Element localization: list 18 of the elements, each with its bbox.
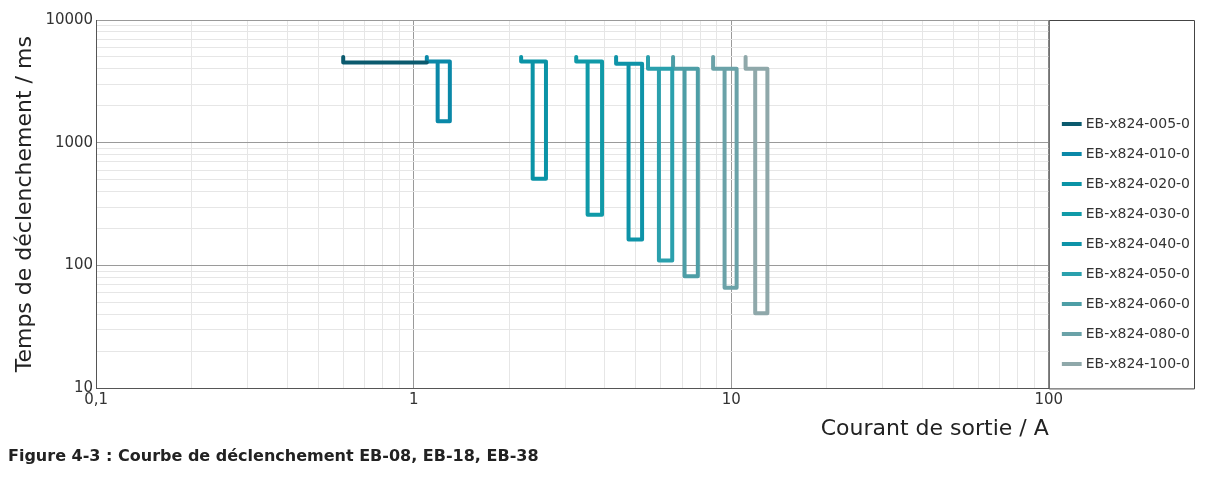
x-tick-label: 100 (1034, 390, 1064, 409)
x-tick-label: 1 (408, 390, 419, 409)
y-tick-label: 1000 (54, 132, 94, 151)
legend-label: EB-x824-020-0 (1085, 174, 1191, 191)
x-axis-title: Courant de sortie / A (820, 415, 1049, 441)
legend-label: EB-x824-050-0 (1085, 264, 1191, 281)
x-tick-label: 10 (721, 390, 741, 409)
text: Figure 4-3 : Courbe de déclenchement EB-08, EB-18, EB-38 (8, 445, 539, 465)
legend-label: EB-x824-005-0 (1085, 114, 1191, 131)
y-axis-title: Temps de déclenchement / ms (10, 36, 36, 374)
legend-label: EB-x824-100-0 (1085, 354, 1191, 371)
legend-label: EB-x824-010-0 (1085, 144, 1191, 161)
legend-label: EB-x824-060-0 (1085, 294, 1191, 311)
legend-label: EB-x824-080-0 (1085, 324, 1191, 341)
y-tick-label: 10000 (45, 9, 94, 28)
legend-label: EB-x824-030-0 (1085, 204, 1191, 221)
legend-label: EB-x824-040-0 (1085, 234, 1191, 251)
y-tick-label: 100 (64, 255, 94, 274)
